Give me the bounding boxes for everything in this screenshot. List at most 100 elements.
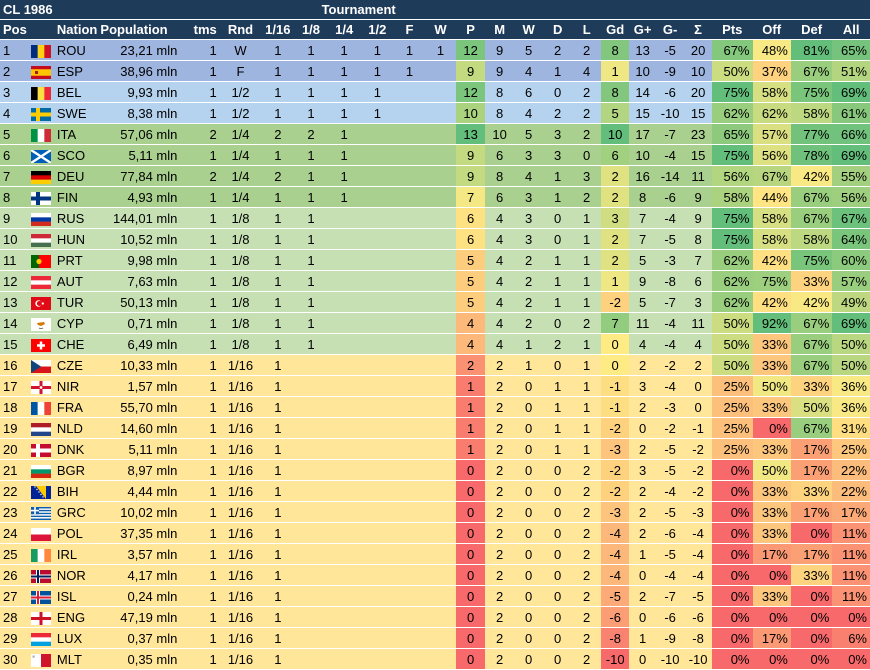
final-cell bbox=[393, 123, 425, 145]
r8-cell bbox=[294, 585, 328, 607]
pts-pct-cell: 50% bbox=[712, 333, 753, 355]
population-cell: 3,57 mln bbox=[97, 543, 181, 565]
nation-cell: BIH bbox=[53, 480, 98, 502]
round-cell: 1/16 bbox=[219, 606, 262, 628]
points-cell: 0 bbox=[456, 648, 486, 670]
off-pct-cell: 33% bbox=[752, 333, 791, 355]
matches-cell: 2 bbox=[485, 627, 515, 649]
wins-cell: 2 bbox=[514, 249, 544, 271]
nation-cell: POL bbox=[53, 522, 98, 544]
all-pct-cell: 65% bbox=[832, 39, 870, 61]
goals-against-cell: -2 bbox=[656, 417, 685, 439]
population-cell: 6,49 mln bbox=[97, 333, 181, 355]
draws-cell: 0 bbox=[543, 228, 573, 250]
matches-cell: 10 bbox=[485, 123, 515, 145]
goal-diff-cell: 2 bbox=[601, 228, 630, 250]
header-row-1: CL 1986 Tournament bbox=[0, 0, 870, 20]
all-pct-cell: 69% bbox=[832, 144, 870, 166]
winner-cell bbox=[425, 438, 457, 460]
def-pct-cell: 67% bbox=[790, 312, 833, 334]
goals-for-cell: 3 bbox=[629, 375, 657, 397]
pts-pct-cell: 50% bbox=[712, 60, 753, 82]
pts-pct-cell: 0% bbox=[712, 564, 753, 586]
all-pct-cell: 49% bbox=[832, 291, 870, 313]
col-header-tms: tms bbox=[180, 19, 220, 40]
pts-pct-cell: 62% bbox=[712, 291, 753, 313]
draws-cell: 1 bbox=[543, 186, 573, 208]
def-pct-cell: 58% bbox=[790, 228, 833, 250]
def-pct-cell: 67% bbox=[790, 333, 833, 355]
esp-flag-icon bbox=[29, 60, 54, 82]
population-cell: 4,17 mln bbox=[97, 564, 181, 586]
final-cell bbox=[393, 396, 425, 418]
r2-cell bbox=[360, 438, 394, 460]
pos-cell: 3 bbox=[0, 81, 30, 103]
off-pct-cell: 0% bbox=[752, 417, 791, 439]
round-cell: 1/4 bbox=[219, 186, 262, 208]
goals-against-cell: -5 bbox=[656, 39, 685, 61]
round-cell: 1/16 bbox=[219, 396, 262, 418]
pol-flag-icon bbox=[29, 522, 54, 544]
round-cell: 1/8 bbox=[219, 333, 262, 355]
losses-cell: 2 bbox=[572, 102, 602, 124]
pos-cell: 28 bbox=[0, 606, 30, 628]
goal-diff-cell: -2 bbox=[601, 417, 630, 439]
pos-cell: 19 bbox=[0, 417, 30, 439]
goals-for-cell: 1 bbox=[629, 543, 657, 565]
draws-cell: 1 bbox=[543, 417, 573, 439]
tms-cell: 1 bbox=[180, 543, 220, 565]
all-pct-cell: 67% bbox=[832, 207, 870, 229]
col-header-r8: 1/8 bbox=[294, 19, 328, 40]
def-pct-cell: 58% bbox=[790, 102, 833, 124]
nation-cell: NLD bbox=[53, 417, 98, 439]
all-pct-cell: 11% bbox=[832, 543, 870, 565]
draws-cell: 0 bbox=[543, 207, 573, 229]
r16-cell: 1 bbox=[261, 354, 295, 376]
sum-cell: -8 bbox=[684, 627, 713, 649]
draws-cell: 1 bbox=[543, 438, 573, 460]
def-pct-cell: 67% bbox=[790, 354, 833, 376]
all-pct-cell: 61% bbox=[832, 102, 870, 124]
winner-cell bbox=[425, 207, 457, 229]
goals-against-cell: -6 bbox=[656, 606, 685, 628]
def-pct-cell: 67% bbox=[790, 207, 833, 229]
nation-cell: FRA bbox=[53, 396, 98, 418]
goals-for-cell: 5 bbox=[629, 291, 657, 313]
all-pct-cell: 55% bbox=[832, 165, 870, 187]
col-header-pos: Pos bbox=[0, 19, 30, 40]
r16-cell: 1 bbox=[261, 60, 295, 82]
points-cell: 0 bbox=[456, 501, 486, 523]
population-cell: 5,11 mln bbox=[97, 438, 181, 460]
r16-cell: 1 bbox=[261, 522, 295, 544]
matches-cell: 2 bbox=[485, 417, 515, 439]
pos-cell: 25 bbox=[0, 543, 30, 565]
nation-cell: SCO bbox=[53, 144, 98, 166]
all-pct-cell: 25% bbox=[832, 438, 870, 460]
points-cell: 0 bbox=[456, 459, 486, 481]
r8-cell: 1 bbox=[294, 165, 328, 187]
goal-diff-cell: 7 bbox=[601, 312, 630, 334]
sum-cell: -4 bbox=[684, 522, 713, 544]
matches-cell: 2 bbox=[485, 459, 515, 481]
goal-diff-cell: -6 bbox=[601, 606, 630, 628]
matches-cell: 4 bbox=[485, 312, 515, 334]
final-cell bbox=[393, 627, 425, 649]
r8-cell: 1 bbox=[294, 249, 328, 271]
nation-cell: CZE bbox=[53, 354, 98, 376]
goal-diff-cell: 10 bbox=[601, 123, 630, 145]
goal-diff-cell: -5 bbox=[601, 585, 630, 607]
r8-cell bbox=[294, 480, 328, 502]
r8-cell bbox=[294, 354, 328, 376]
points-cell: 0 bbox=[456, 627, 486, 649]
goal-diff-cell: 1 bbox=[601, 60, 630, 82]
goals-against-cell: -10 bbox=[656, 102, 685, 124]
winner-cell bbox=[425, 312, 457, 334]
final-cell bbox=[393, 270, 425, 292]
pos-cell: 10 bbox=[0, 228, 30, 250]
r2-cell bbox=[360, 522, 394, 544]
tms-cell: 1 bbox=[180, 291, 220, 313]
pts-pct-cell: 0% bbox=[712, 585, 753, 607]
final-cell bbox=[393, 606, 425, 628]
tms-cell: 1 bbox=[180, 417, 220, 439]
nation-cell: ENG bbox=[53, 606, 98, 628]
